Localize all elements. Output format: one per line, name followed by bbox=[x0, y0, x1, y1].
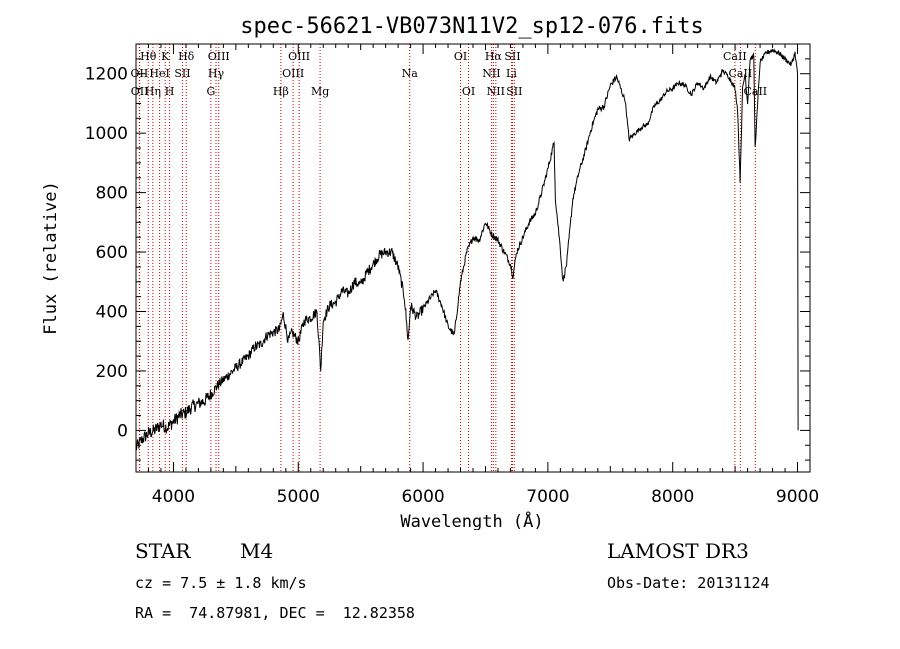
line-label: SII bbox=[506, 85, 522, 98]
line-label: K bbox=[161, 50, 170, 63]
line-label: CaII bbox=[729, 67, 753, 80]
line-label: Na bbox=[402, 67, 419, 80]
line-label: SII bbox=[504, 50, 520, 63]
x-axis-label: Wavelength (Å) bbox=[400, 510, 543, 530]
line-label: CaII bbox=[743, 85, 767, 98]
line-label: SII bbox=[174, 67, 190, 80]
line-label: HeI bbox=[149, 67, 169, 80]
line-label: OII bbox=[131, 85, 149, 98]
x-tick-label: 7000 bbox=[526, 487, 569, 507]
line-label: CaII bbox=[723, 50, 747, 63]
line-label: H bbox=[165, 85, 175, 98]
line-label: Hγ bbox=[208, 67, 225, 80]
y-tick-label: 0 bbox=[117, 421, 128, 441]
line-label: Hη bbox=[145, 85, 161, 98]
line-label: Hβ bbox=[273, 85, 289, 98]
object-subclass: M4 bbox=[240, 539, 274, 563]
survey-name: LAMOST DR3 bbox=[607, 539, 749, 563]
object-class: STAR bbox=[135, 539, 191, 563]
x-tick-label: 4000 bbox=[152, 487, 195, 507]
line-label: OI bbox=[462, 85, 475, 98]
y-tick-label: 200 bbox=[96, 362, 128, 382]
line-label: NII bbox=[487, 85, 505, 98]
plot-frame bbox=[135, 43, 811, 473]
line-label: Mg bbox=[311, 85, 329, 98]
y-tick-label: 800 bbox=[96, 184, 128, 204]
x-tick-label: 6000 bbox=[401, 487, 444, 507]
x-tick-label: 8000 bbox=[651, 487, 694, 507]
y-tick-label: 600 bbox=[96, 243, 128, 263]
chart-title: spec-56621-VB073N11V2_sp12-076.fits bbox=[240, 14, 704, 39]
line-label: OIII bbox=[288, 50, 310, 63]
spectrum-line bbox=[136, 48, 799, 451]
line-label: OII bbox=[131, 67, 149, 80]
line-label: OI bbox=[454, 50, 467, 63]
line-label: NII bbox=[482, 67, 500, 80]
ra-dec: RA = 74.87981, DEC = 12.82358 bbox=[135, 604, 415, 622]
spectrum-chart: spec-56621-VB073N11V2_sp12-076.fits 4000… bbox=[41, 14, 819, 530]
line-label: Hα bbox=[485, 50, 503, 63]
y-tick-label: 1000 bbox=[85, 124, 128, 144]
line-label: OIII bbox=[208, 50, 230, 63]
observation-date: Obs-Date: 20131124 bbox=[607, 574, 770, 592]
y-axis-label: Flux (relative) bbox=[41, 181, 61, 335]
y-tick-label: 400 bbox=[96, 303, 128, 323]
redshift-cz: cz = 7.5 ± 1.8 km/s bbox=[135, 574, 307, 592]
x-tick-label: 9000 bbox=[776, 487, 819, 507]
x-tick-label: 5000 bbox=[277, 487, 320, 507]
line-label: G bbox=[206, 85, 215, 98]
line-label: Hδ bbox=[178, 50, 195, 63]
y-tick-label: 1200 bbox=[85, 65, 128, 85]
line-label: Li bbox=[506, 67, 517, 80]
line-label: OIII bbox=[282, 67, 304, 80]
line-label: Hθ bbox=[140, 50, 157, 63]
